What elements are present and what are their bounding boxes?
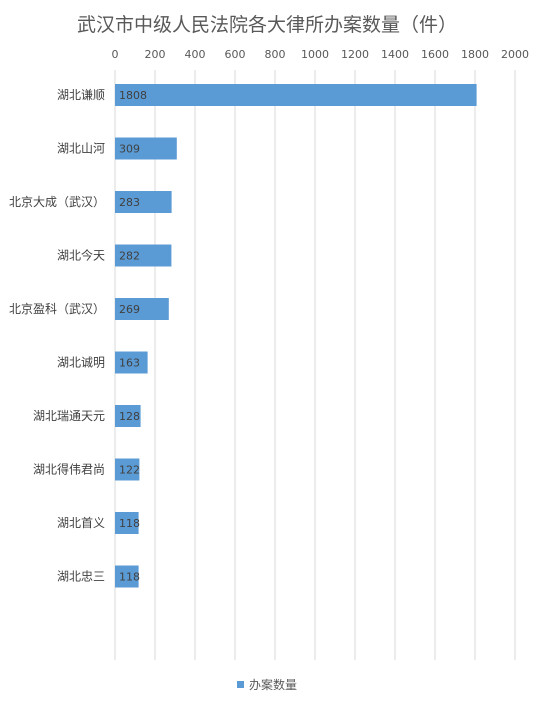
data-label: 282 (119, 250, 140, 263)
x-tick-label: 1600 (421, 48, 449, 61)
bar (115, 351, 148, 374)
category-label: 湖北得伟君尚 (33, 462, 105, 477)
legend-swatch (237, 681, 244, 688)
category-label: 湖北瑞通天元 (33, 408, 105, 423)
category-label: 湖北忠三 (57, 569, 105, 584)
bar (115, 458, 140, 481)
x-tick-label: 1200 (341, 48, 369, 61)
x-tick-label: 600 (225, 48, 246, 61)
x-tick-label: 0 (112, 48, 119, 61)
bar (115, 565, 139, 588)
data-label: 128 (119, 410, 140, 423)
x-tick-label: 1800 (461, 48, 489, 61)
x-tick-label: 2000 (501, 48, 529, 61)
data-label: 118 (119, 517, 140, 530)
category-label: 湖北首义 (57, 515, 105, 530)
data-label: 122 (119, 464, 140, 477)
x-axis-ticks: 0 200 400 600 800 1000 1200 1400 1600 1800 2000 (112, 48, 530, 61)
x-tick-label: 1000 (301, 48, 329, 61)
category-labels: 湖北谦顺湖北山河北京大成（武汉）湖北今天北京盈科（武汉）湖北诚明湖北瑞通天元湖北… (9, 87, 105, 584)
gridlines (114, 70, 516, 660)
bars: 1808 309 283 282 269 163 128 122 118 118 (115, 84, 477, 588)
bar (115, 244, 172, 267)
bar (115, 84, 477, 106)
data-label: 283 (119, 196, 140, 209)
legend-label: 办案数量 (249, 677, 297, 692)
legend: 办案数量 (237, 677, 297, 692)
category-label: 湖北山河 (57, 141, 105, 156)
x-tick-label: 400 (185, 48, 206, 61)
data-label: 1808 (119, 89, 147, 102)
bar (115, 512, 139, 534)
x-tick-label: 1400 (381, 48, 409, 61)
bar (115, 191, 172, 213)
x-tick-label: 200 (145, 48, 166, 61)
bar (115, 298, 169, 320)
chart-title: 武汉市中级人民法院各大律所办案数量（件） (77, 14, 457, 36)
data-label: 309 (119, 143, 140, 156)
data-label: 163 (119, 357, 140, 370)
category-label: 湖北谦顺 (57, 87, 105, 102)
bar (115, 137, 177, 160)
data-label: 118 (119, 571, 140, 584)
bar (115, 405, 141, 427)
data-label: 269 (119, 303, 140, 316)
category-label: 北京盈科（武汉） (9, 302, 105, 316)
category-label: 湖北今天 (57, 248, 105, 263)
category-label: 湖北诚明 (57, 355, 105, 370)
x-tick-label: 800 (265, 48, 286, 61)
category-label: 北京大成（武汉） (9, 195, 105, 209)
